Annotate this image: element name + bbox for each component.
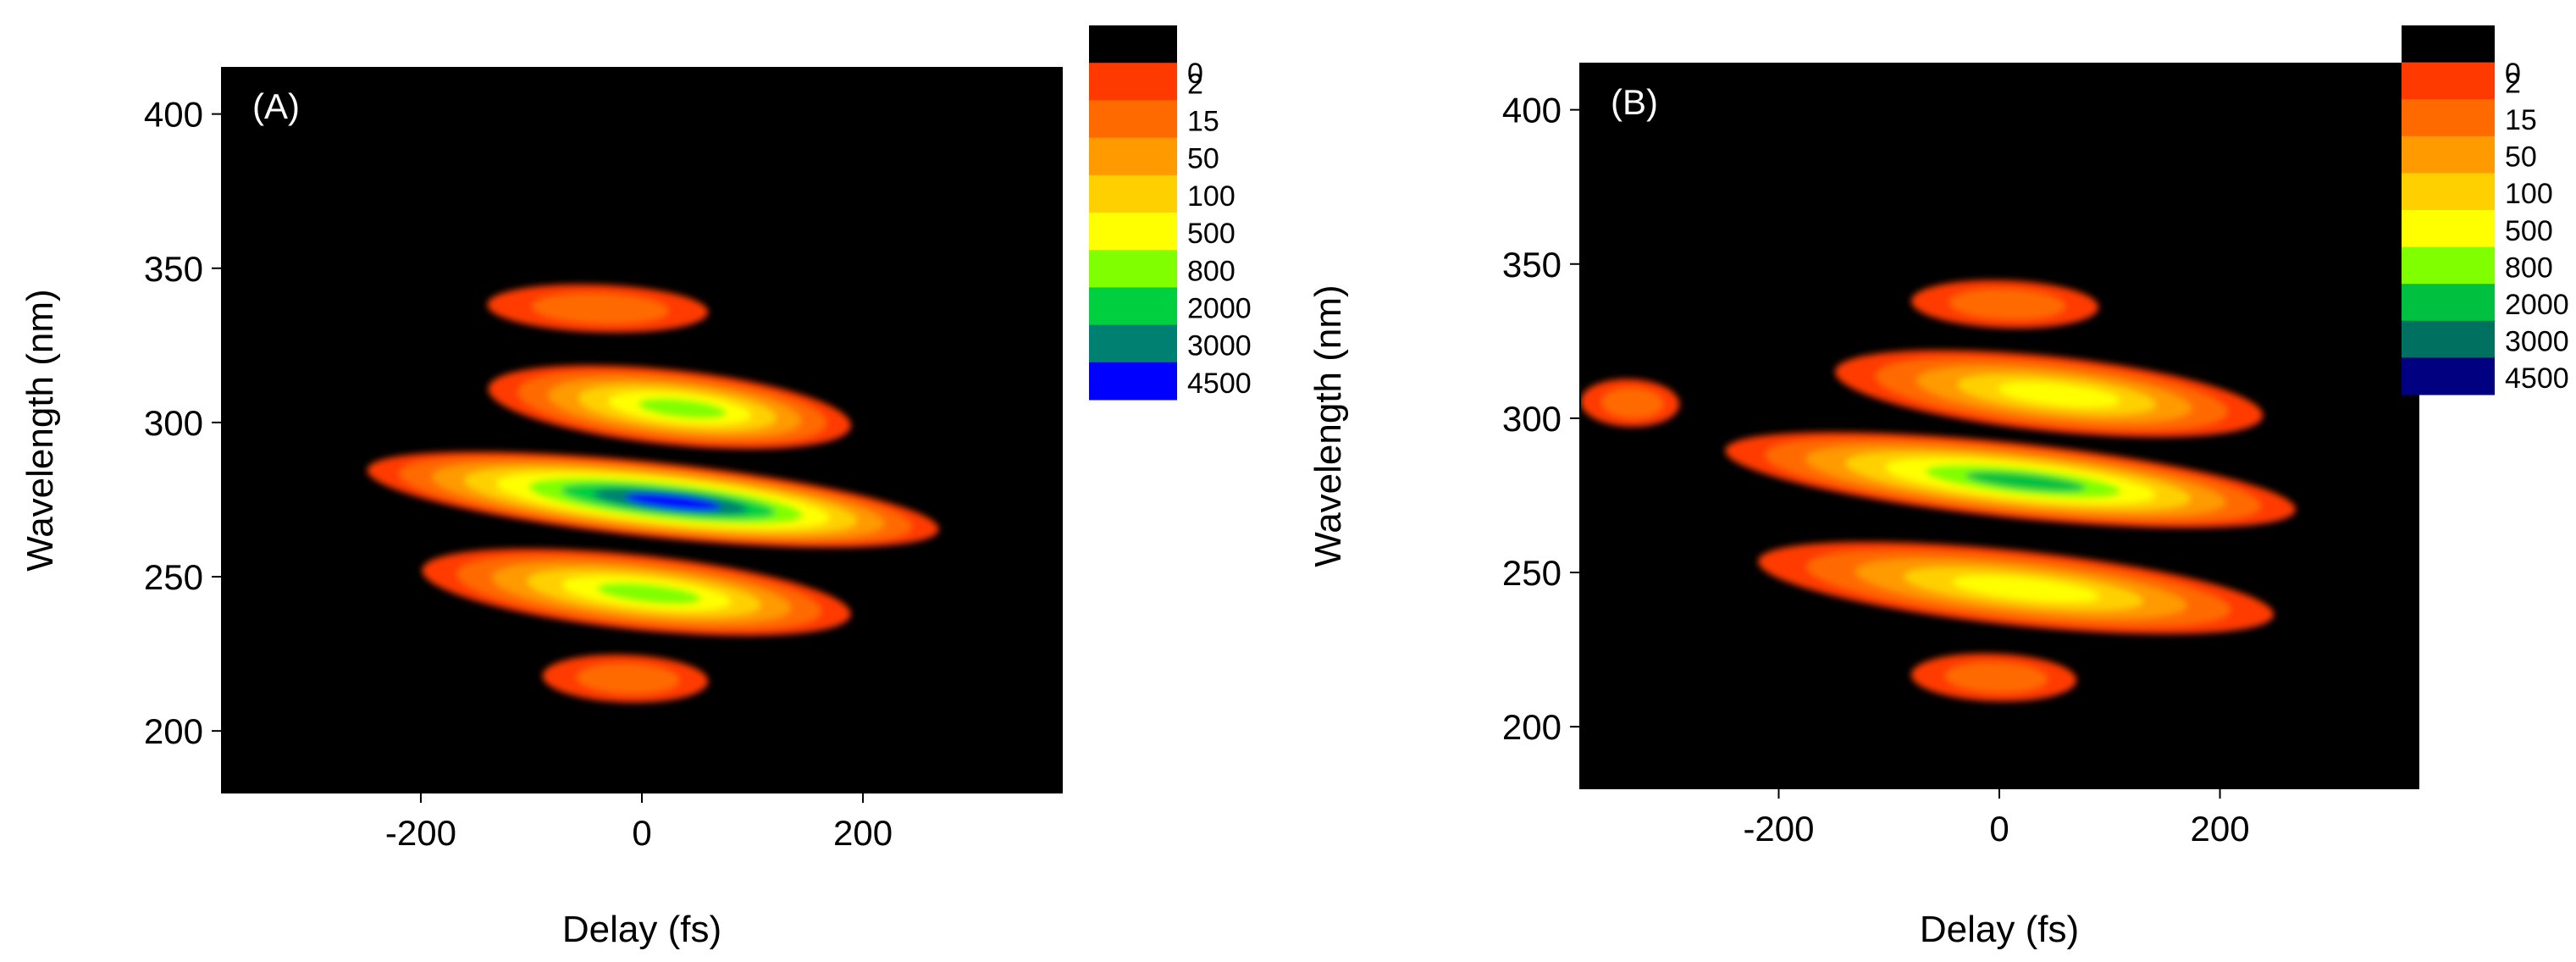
colorbar-label: 4500 <box>2505 362 2569 395</box>
y-tick-label: 250 <box>144 557 203 597</box>
y-tick-label: 200 <box>144 711 203 751</box>
panel-label: (A) <box>252 86 300 126</box>
colorbar-label: 3000 <box>2505 326 2569 358</box>
colorbar-swatch <box>2402 62 2495 100</box>
heatmap-band <box>1910 279 2099 329</box>
x-tick-label: 200 <box>2190 809 2249 849</box>
colorbar-label: 2 <box>2505 67 2521 99</box>
heatmap-band <box>1580 379 1680 427</box>
band-level <box>1965 471 2086 492</box>
colorbar-label: 800 <box>2505 252 2553 284</box>
y-axis-label: Wavelength (nm) <box>1307 285 1349 567</box>
band-level <box>638 398 727 419</box>
band-level <box>532 293 669 323</box>
colorbar-swatch <box>1089 324 1177 363</box>
colorbar: 02 15 50 100 500 800 2000 3000 4500 <box>1089 25 1252 401</box>
y-tick-label: 400 <box>144 95 203 135</box>
colorbar-swatch <box>2402 210 2495 248</box>
x-tick-label: 200 <box>833 813 893 853</box>
band-level <box>1998 382 2120 407</box>
colorbar-label: 500 <box>2505 215 2553 247</box>
colorbar-label: 2000 <box>1187 293 1252 325</box>
colorbar-swatch <box>1089 137 1177 176</box>
y-tick-label: 300 <box>144 403 203 443</box>
colorbar-label: 100 <box>1187 180 1235 213</box>
heatmap-band <box>1910 653 2077 702</box>
x-tick-label: -200 <box>385 813 456 853</box>
colorbar-label: 2000 <box>2505 289 2569 321</box>
y-tick-label: 350 <box>144 249 203 289</box>
colorbar-swatch <box>1089 287 1177 326</box>
colorbar-swatch <box>2402 246 2495 285</box>
band-level <box>597 583 701 605</box>
heatmap-band <box>487 284 709 333</box>
y-tick-label: 400 <box>1502 91 1562 130</box>
colorbar-label: 15 <box>1187 106 1219 138</box>
band-level <box>1945 662 2048 693</box>
colorbar-label: 15 <box>2505 104 2537 136</box>
colorbar-swatch <box>1089 250 1177 288</box>
colorbar: 02 15 50 100 500 800 2000 3000 4500 <box>2402 25 2569 395</box>
colorbar-label: 500 <box>1187 218 1235 250</box>
x-axis-label: Delay (fs) <box>1920 909 2079 950</box>
heatmap-band <box>1834 350 2264 438</box>
colorbar-swatch <box>2402 173 2495 211</box>
y-tick-label: 250 <box>1502 553 1562 593</box>
colorbar-swatch <box>2402 25 2495 64</box>
band-level <box>1952 575 2100 602</box>
colorbar-swatch <box>1089 100 1177 139</box>
colorbar-swatch <box>1089 174 1177 213</box>
colorbar-swatch <box>2402 320 2495 358</box>
band-level <box>1949 289 2065 319</box>
colorbar-label: 50 <box>2505 141 2537 174</box>
colorbar-swatch <box>1089 213 1177 251</box>
colorbar-swatch <box>1089 362 1177 401</box>
colorbar-label: 3000 <box>1187 330 1252 362</box>
band-level <box>1601 388 1663 418</box>
colorbar-swatch <box>2402 357 2495 395</box>
y-tick-label: 300 <box>1502 399 1562 439</box>
heatmap-bands <box>367 284 939 703</box>
band-level <box>625 493 721 511</box>
heatmap-band <box>422 548 851 636</box>
colorbar-label: 800 <box>1187 255 1235 287</box>
y-axis-label: Wavelength (nm) <box>19 289 61 571</box>
x-tick-label: 0 <box>632 813 651 853</box>
x-tick-label: -200 <box>1743 809 1814 849</box>
x-tick-label: 0 <box>1989 809 2009 849</box>
heatmap-band <box>1725 432 2296 528</box>
colorbar-label: 2 <box>1187 68 1203 100</box>
y-tick-label: 350 <box>1502 245 1562 285</box>
colorbar-label: 4500 <box>1187 368 1252 400</box>
x-axis-label: Delay (fs) <box>562 909 721 950</box>
colorbar-label: 0 <box>1187 58 1203 90</box>
colorbar-swatch <box>1089 63 1177 101</box>
y-tick-label: 200 <box>1502 707 1562 747</box>
heatmap-band <box>542 654 709 703</box>
band-level <box>577 663 679 694</box>
heatmap-band <box>488 365 851 449</box>
colorbar-label: 50 <box>1187 143 1219 175</box>
colorbar-swatch <box>1089 25 1177 64</box>
colorbar-swatch <box>2402 99 2495 137</box>
heatmap-band <box>367 451 939 548</box>
colorbar-label: 0 <box>2505 58 2521 90</box>
colorbar-label: 100 <box>2505 178 2553 210</box>
heatmap-panel-b: -200 0 200 200 250 300 350 400 (B) Delay (fs) Wave… <box>1288 0 2576 958</box>
colorbar-swatch <box>2402 135 2495 174</box>
colorbar-swatch <box>2402 284 2495 322</box>
heatmap-band <box>1758 541 2275 634</box>
heatmap-bands <box>1580 279 2296 702</box>
panel-label: (B) <box>1611 82 1658 122</box>
heatmap-panel-a: -200 0 200 200 250 300 350 400 (A) Delay (fs) Wave… <box>0 0 1288 958</box>
